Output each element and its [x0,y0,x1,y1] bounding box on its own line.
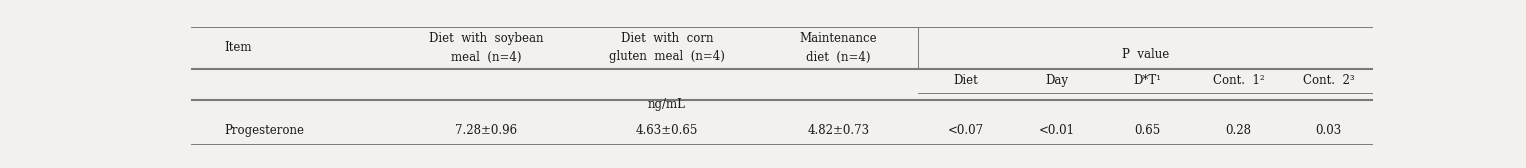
Text: Maintenance
diet  (n=4): Maintenance diet (n=4) [800,32,877,64]
Text: 0.28: 0.28 [1225,124,1251,137]
Text: Progesterone: Progesterone [224,124,304,137]
Text: 0.65: 0.65 [1134,124,1161,137]
Text: D*T¹: D*T¹ [1134,74,1161,88]
Text: P  value: P value [1122,48,1169,61]
Text: Diet  with  corn
gluten  meal  (n=4): Diet with corn gluten meal (n=4) [609,32,725,64]
Text: ng/mL: ng/mL [649,98,685,111]
Text: Diet: Diet [954,74,978,88]
Text: Diet  with  soybean
meal  (n=4): Diet with soybean meal (n=4) [429,32,543,64]
Text: Cont.  2³: Cont. 2³ [1303,74,1354,88]
Text: 4.63±0.65: 4.63±0.65 [636,124,697,137]
Text: Cont.  1²: Cont. 1² [1213,74,1265,88]
Text: <0.01: <0.01 [1039,124,1074,137]
Text: Item: Item [224,41,252,54]
Text: 0.03: 0.03 [1315,124,1341,137]
Text: <0.07: <0.07 [948,124,983,137]
Text: Day: Day [1045,74,1068,88]
Text: 7.28±0.96: 7.28±0.96 [455,124,517,137]
Text: 4.82±0.73: 4.82±0.73 [807,124,870,137]
